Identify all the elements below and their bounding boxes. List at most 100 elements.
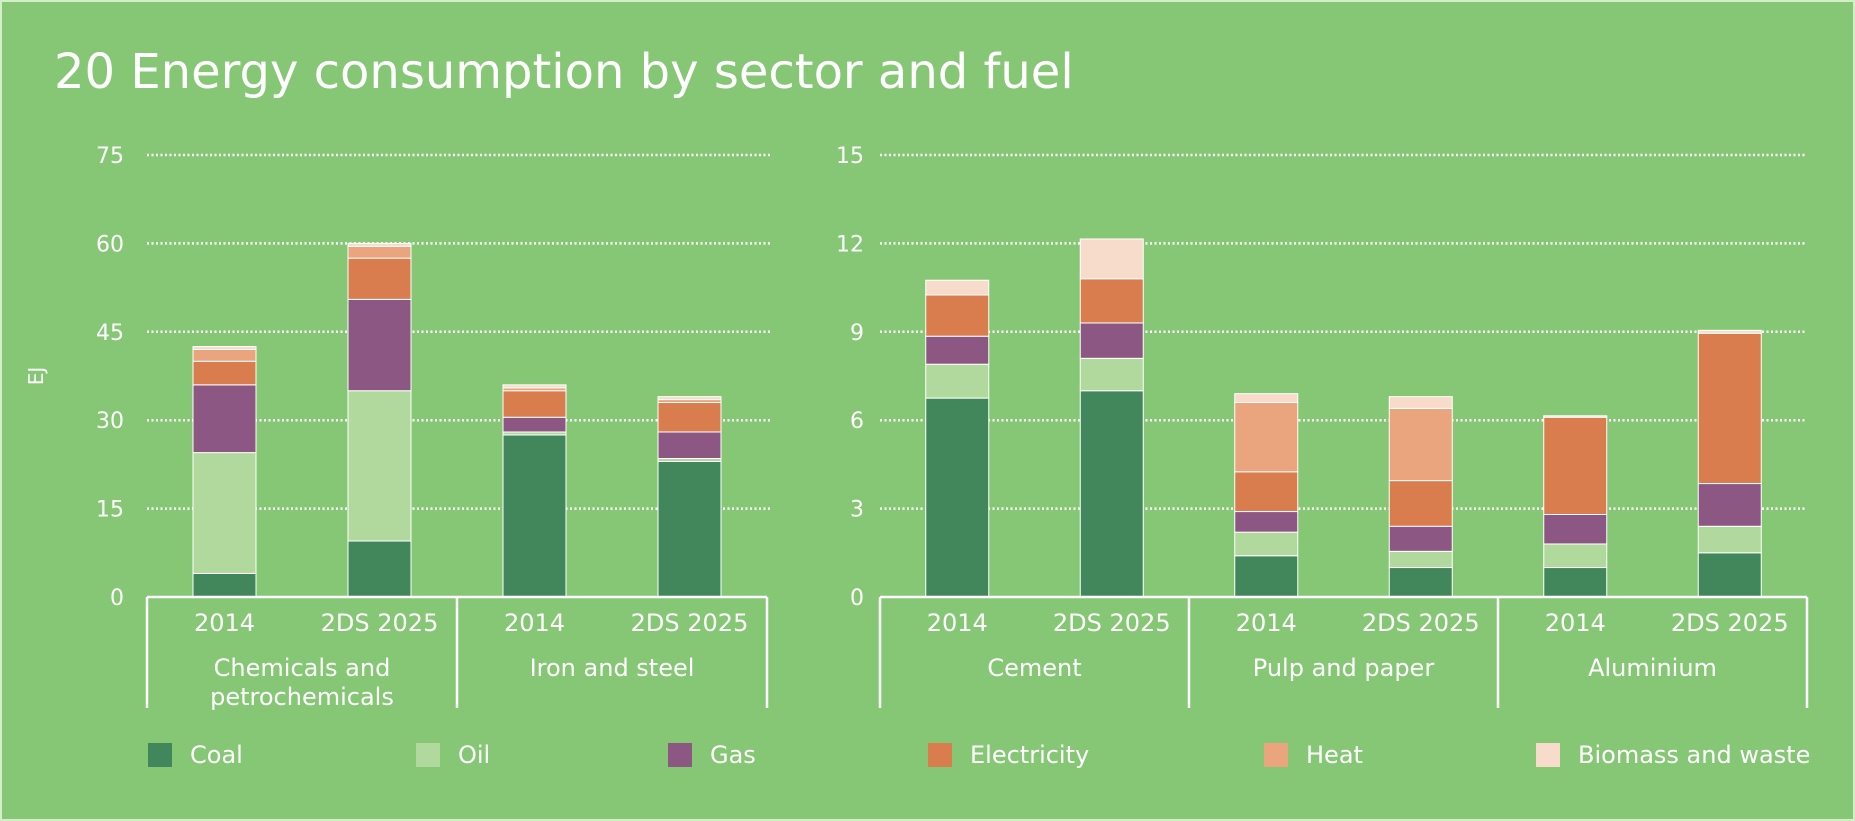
panel2-x-tick-label-cement-2ds-2025: 2DS 2025 [1053, 609, 1171, 637]
panel2-bar-cement-2ds-2025-biomass-and-waste [1079, 238, 1144, 280]
panel2-bar-pulp-and-paper-2ds-2025-heat [1388, 407, 1453, 482]
panel1-group-label-chemicals-and-petrochemicals-line-1: Chemicals and [214, 654, 391, 682]
panel2-bar-aluminium-2014-oil [1543, 543, 1608, 569]
panel1-y-tick-label-30: 30 [96, 409, 124, 434]
panel1-bar-iron-and-steel-2014-biomass-and-waste [502, 384, 567, 389]
panel2-group-label-aluminium-line-1: Aluminium [1588, 654, 1717, 682]
panel1-bar-chemicals-and-petrochemicals-2014-heat [192, 348, 257, 362]
legend-label-electricity: Electricity [970, 741, 1090, 769]
panel2-bar-aluminium-2ds-2025-electricity [1697, 332, 1762, 485]
panel2-x-tick-label-pulp-and-paper-2014: 2014 [1236, 609, 1297, 637]
panel1-bar-chemicals-and-petrochemicals-2014-coal [192, 572, 257, 598]
panel2-y-tick-label-6: 6 [850, 409, 864, 434]
panel2-bar-cement-2014-biomass-and-waste [925, 279, 990, 296]
panel1-bar-chemicals-and-petrochemicals-2ds-2025-coal [347, 540, 412, 598]
panel1-x-tick-label-iron-and-steel-2014: 2014 [504, 609, 565, 637]
panel2-y-tick-label-0: 0 [850, 586, 864, 611]
panel1-x-tick-label-iron-and-steel-2ds-2025: 2DS 2025 [631, 609, 749, 637]
panel2-group-label-pulp-and-paper-line-1: Pulp and paper [1253, 654, 1435, 682]
legend-label-heat: Heat [1306, 741, 1363, 769]
panel1-y-tick-label-60: 60 [96, 232, 124, 257]
panel1-x-tick-label-chemicals-and-petrochemicals-2ds-2025: 2DS 2025 [321, 609, 439, 637]
panel2-x-tick-label-cement-2014: 2014 [927, 609, 988, 637]
panel1-bar-iron-and-steel-2014-electricity [502, 390, 567, 418]
legend-swatch-biomass-and-waste [1536, 743, 1560, 767]
panel2-bar-aluminium-2014-biomass-and-waste [1543, 415, 1608, 418]
panel2-bar-cement-2014-electricity [925, 294, 990, 337]
panel2-group-label-cement-line-1: Cement [987, 654, 1081, 682]
panel2-x-tick-label-pulp-and-paper-2ds-2025: 2DS 2025 [1362, 609, 1480, 637]
panel1-bar-iron-and-steel-2ds-2025-biomass-and-waste [657, 396, 722, 401]
panel2-bar-pulp-and-paper-2ds-2025-coal [1388, 567, 1453, 598]
legend-label-gas: Gas [710, 741, 756, 769]
panel1-bar-iron-and-steel-2ds-2025-gas [657, 431, 722, 460]
legend-swatch-electricity [928, 743, 952, 767]
legend-item-biomass-and-waste: Biomass and waste [1536, 740, 1810, 770]
panel2-bar-aluminium-2014-electricity [1543, 416, 1608, 515]
panel2-bar-cement-2ds-2025-gas [1079, 322, 1144, 359]
legend-swatch-oil [416, 743, 440, 767]
panel1-y-axis-label: EJ [24, 367, 48, 386]
legend-label-oil: Oil [458, 741, 491, 769]
panel1-group-label-chemicals-and-petrochemicals-line-2: petrochemicals [210, 683, 394, 711]
panel2-bar-pulp-and-paper-2ds-2025-electricity [1388, 480, 1453, 527]
panel2-bar-pulp-and-paper-2014-coal [1234, 555, 1299, 598]
panel2-bar-cement-2014-coal [925, 397, 990, 598]
legend-swatch-coal [148, 743, 172, 767]
panel2-bar-pulp-and-paper-2014-heat [1234, 402, 1299, 473]
panel1-bar-chemicals-and-petrochemicals-2014-electricity [192, 360, 257, 386]
panel1-y-tick-label-15: 15 [96, 498, 124, 523]
panel1-x-tick-label-chemicals-and-petrochemicals-2014: 2014 [194, 609, 255, 637]
panel2-y-tick-label-15: 15 [836, 144, 864, 169]
legend-label-biomass-and-waste: Biomass and waste [1578, 741, 1811, 769]
panel1-bar-iron-and-steel-2ds-2025-coal [657, 460, 722, 598]
chart-title: 20 Energy consumption by sector and fuel [54, 44, 1074, 100]
panel2-x-tick-label-aluminium-2ds-2025: 2DS 2025 [1671, 609, 1789, 637]
panel1-bar-iron-and-steel-2ds-2025-electricity [657, 402, 722, 433]
panel1-y-tick-label-45: 45 [96, 321, 124, 346]
panel2-bar-pulp-and-paper-2014-oil [1234, 531, 1299, 557]
panel1-y-tick-label-0: 0 [110, 586, 124, 611]
panel2-bar-aluminium-2014-gas [1543, 513, 1608, 545]
legend-item-heat: Heat [1264, 740, 1363, 770]
panel2-bar-aluminium-2014-coal [1543, 567, 1608, 598]
panel1-bar-chemicals-and-petrochemicals-2ds-2025-gas [347, 298, 412, 392]
panel1-y-tick-label-75: 75 [96, 144, 124, 169]
panel1-bar-iron-and-steel-2014-coal [502, 434, 567, 598]
panel2-bar-cement-2ds-2025-coal [1079, 390, 1144, 598]
panel2-bar-aluminium-2ds-2025-oil [1697, 525, 1762, 554]
panel1-bar-chemicals-and-petrochemicals-2ds-2025-biomass-and-waste [347, 242, 412, 247]
legend-item-electricity: Electricity [928, 740, 1089, 770]
panel2-y-tick-label-3: 3 [850, 498, 864, 523]
panel2-y-tick-label-12: 12 [836, 232, 864, 257]
panel2-bar-pulp-and-paper-2ds-2025-biomass-and-waste [1388, 396, 1453, 409]
legend-item-gas: Gas [668, 740, 756, 770]
legend-item-coal: Coal [148, 740, 243, 770]
panel2-bar-pulp-and-paper-2014-electricity [1234, 471, 1299, 513]
panel2-x-tick-label-aluminium-2014: 2014 [1545, 609, 1606, 637]
panel2-bar-cement-2014-oil [925, 363, 990, 399]
panel2-bar-cement-2ds-2025-oil [1079, 357, 1144, 392]
panel1-bar-chemicals-and-petrochemicals-2014-biomass-and-waste [192, 346, 257, 350]
panel2-bar-cement-2014-gas [925, 335, 990, 365]
panel2-bar-pulp-and-paper-2ds-2025-oil [1388, 550, 1453, 569]
panel2-bar-cement-2ds-2025-electricity [1079, 278, 1144, 324]
panel1-group-label-iron-and-steel-line-1: Iron and steel [530, 654, 695, 682]
panel2-bar-aluminium-2ds-2025-biomass-and-waste [1697, 329, 1762, 334]
panel2-bar-aluminium-2ds-2025-gas [1697, 483, 1762, 527]
legend-item-oil: Oil [416, 740, 490, 770]
panel2-y-tick-label-9: 9 [850, 321, 864, 346]
panel2-bar-pulp-and-paper-2014-gas [1234, 511, 1299, 533]
panel1-bar-iron-and-steel-2014-gas [502, 416, 567, 433]
panel1-bar-chemicals-and-petrochemicals-2014-gas [192, 384, 257, 454]
panel1-bar-chemicals-and-petrochemicals-2ds-2025-oil [347, 390, 412, 542]
panel1-bar-chemicals-and-petrochemicals-2ds-2025-heat [347, 245, 412, 259]
panel2-bar-pulp-and-paper-2ds-2025-gas [1388, 525, 1453, 552]
panel2-bar-aluminium-2ds-2025-coal [1697, 552, 1762, 598]
panel1-bar-chemicals-and-petrochemicals-2ds-2025-electricity [347, 257, 412, 300]
legend-swatch-gas [668, 743, 692, 767]
panel1-bar-chemicals-and-petrochemicals-2014-oil [192, 452, 257, 574]
legend-swatch-heat [1264, 743, 1288, 767]
